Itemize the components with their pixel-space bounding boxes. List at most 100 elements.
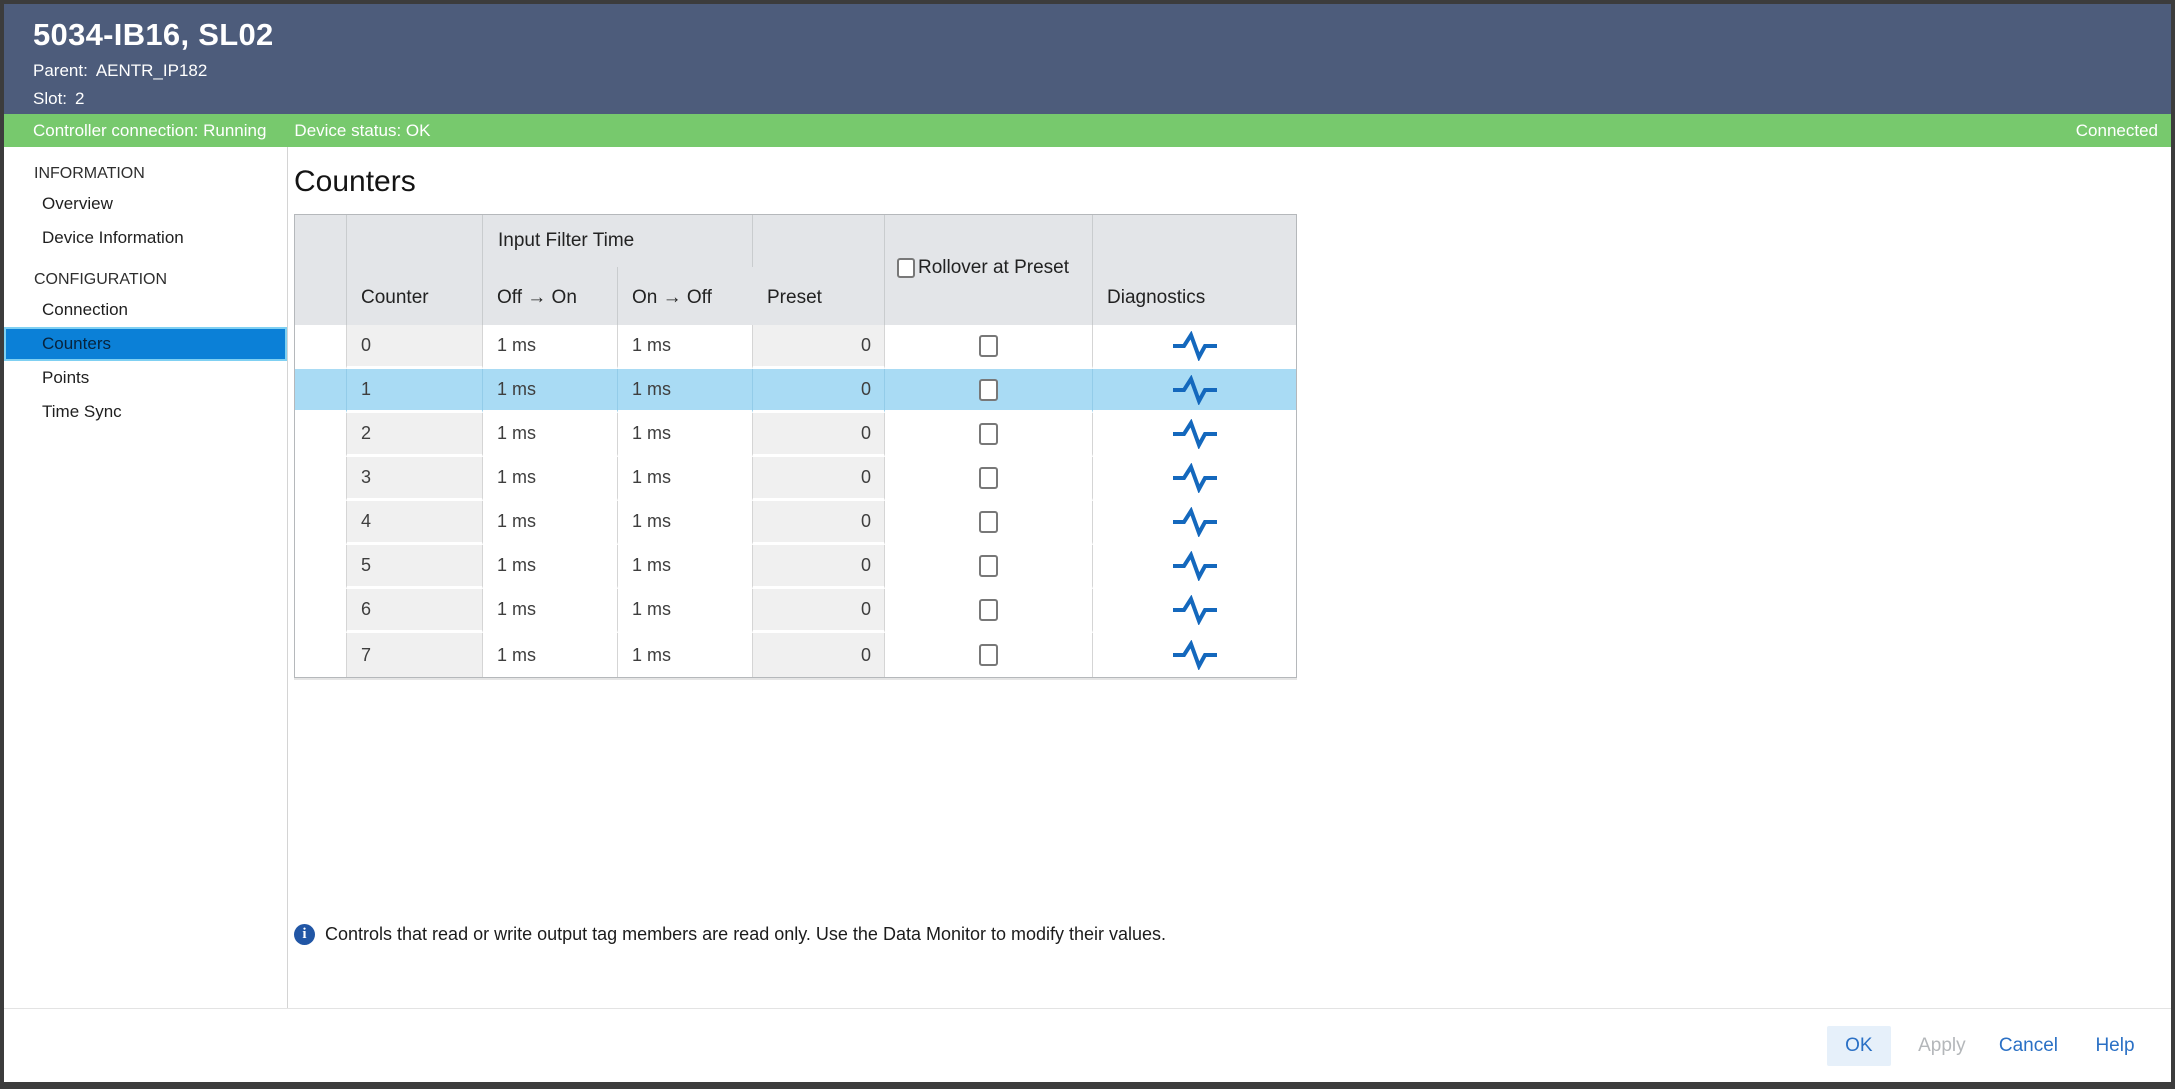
preset-cell[interactable]: 0 — [753, 325, 885, 369]
off-on-cell[interactable]: 1 ms — [483, 633, 618, 677]
off-on-cell[interactable]: 1 ms — [483, 545, 618, 589]
preset-cell[interactable]: 0 — [753, 369, 885, 413]
on-off-cell[interactable]: 1 ms — [618, 589, 753, 633]
cancel-button[interactable]: Cancel — [1993, 1026, 2064, 1066]
on-off-cell[interactable]: 1 ms — [618, 325, 753, 369]
device-title: 5034-IB16, SL02 — [33, 17, 274, 52]
counters-table-header: Counter Input Filter Time Preset Rollove… — [295, 215, 1296, 325]
off-on-cell[interactable]: 1 ms — [483, 501, 618, 545]
pulse-waveform-icon[interactable] — [1171, 418, 1219, 450]
table-row[interactable]: 6 1 ms 1 ms 0 — [295, 589, 1296, 633]
counter-cell: 3 — [347, 457, 483, 501]
preset-cell[interactable]: 0 — [753, 589, 885, 633]
footer-button-bar: OK Apply Cancel Help — [4, 1008, 2171, 1082]
row-selector-cell[interactable] — [295, 589, 347, 633]
info-circle-icon: i — [294, 924, 315, 945]
table-row[interactable]: 3 1 ms 1 ms 0 — [295, 457, 1296, 501]
rollover-cell — [885, 413, 1093, 457]
read-only-note: i Controls that read or write output tag… — [294, 924, 1166, 945]
counter-cell: 4 — [347, 501, 483, 545]
parent-value: AENTR_IP182 — [95, 61, 208, 80]
rollover-cell — [885, 501, 1093, 545]
rollover-checkbox[interactable] — [979, 466, 998, 489]
row-selector-cell[interactable] — [295, 545, 347, 589]
row-selector-cell[interactable] — [295, 633, 347, 677]
sidebar-item-connection[interactable]: Connection — [42, 300, 129, 319]
read-only-note-text: Controls that read or write output tag m… — [325, 924, 1167, 944]
rollover-checkbox[interactable] — [979, 422, 998, 445]
pulse-waveform-icon[interactable] — [1171, 550, 1219, 582]
rollover-cell — [885, 457, 1093, 501]
sidebar-item-device-information[interactable]: Device Information — [42, 228, 184, 247]
row-selector-cell[interactable] — [295, 369, 347, 413]
table-row[interactable]: 2 1 ms 1 ms 0 — [295, 413, 1296, 457]
preset-cell[interactable]: 0 — [753, 501, 885, 545]
table-row[interactable]: 1 1 ms 1 ms 0 — [295, 369, 1296, 413]
counter-cell: 7 — [347, 633, 483, 677]
ok-button[interactable]: OK — [1826, 1025, 1891, 1066]
help-button[interactable]: Help — [2080, 1026, 2150, 1066]
preset-cell[interactable]: 0 — [753, 413, 885, 457]
sidebar-item-counters[interactable]: Counters — [4, 327, 287, 361]
apply-button[interactable]: Apply — [1907, 1026, 1977, 1066]
off-on-cell[interactable]: 1 ms — [483, 457, 618, 501]
on-off-column-header: On → Off — [618, 267, 753, 325]
counter-cell: 5 — [347, 545, 483, 589]
table-row[interactable]: 5 1 ms 1 ms 0 — [295, 545, 1296, 589]
counter-cell: 0 — [347, 325, 483, 369]
rollover-checkbox[interactable] — [979, 378, 998, 401]
preset-cell[interactable]: 0 — [753, 633, 885, 677]
off-on-cell[interactable]: 1 ms — [483, 325, 618, 369]
parent-label: Parent: — [33, 61, 88, 80]
pulse-waveform-icon[interactable] — [1171, 594, 1219, 626]
counter-cell: 2 — [347, 413, 483, 457]
off-on-cell[interactable]: 1 ms — [483, 369, 618, 413]
row-selector-cell[interactable] — [295, 501, 347, 545]
diagnostics-cell — [1093, 325, 1296, 369]
preset-cell[interactable]: 0 — [753, 457, 885, 501]
rollover-cell — [885, 589, 1093, 633]
rollover-cell — [885, 633, 1093, 677]
pulse-waveform-icon[interactable] — [1171, 330, 1219, 362]
on-off-cell[interactable]: 1 ms — [618, 545, 753, 589]
pulse-waveform-icon[interactable] — [1171, 639, 1219, 671]
input-filter-time-group-header: Input Filter Time — [483, 215, 753, 267]
pulse-waveform-icon[interactable] — [1171, 506, 1219, 538]
diagnostics-cell — [1093, 633, 1296, 677]
table-row[interactable]: 7 1 ms 1 ms 0 — [295, 633, 1296, 677]
diagnostics-cell — [1093, 501, 1296, 545]
on-off-cell[interactable]: 1 ms — [618, 457, 753, 501]
rollover-header-checkbox[interactable] — [897, 257, 915, 278]
status-bar: Controller connection: Running Device st… — [4, 114, 2171, 147]
off-on-cell[interactable]: 1 ms — [483, 413, 618, 457]
rollover-column-header: Rollover at Preset — [885, 215, 1093, 325]
rollover-checkbox[interactable] — [979, 644, 998, 667]
pulse-waveform-icon[interactable] — [1171, 462, 1219, 494]
rollover-checkbox[interactable] — [979, 510, 998, 533]
titlebar: 5034-IB16, SL02 Parent: AENTR_IP182 Slot:… — [4, 4, 2171, 114]
row-selector-cell[interactable] — [295, 457, 347, 501]
rollover-checkbox[interactable] — [979, 554, 998, 577]
on-off-cell[interactable]: 1 ms — [618, 633, 753, 677]
row-selector-cell[interactable] — [295, 413, 347, 457]
rollover-checkbox[interactable] — [979, 334, 998, 357]
diagnostics-cell — [1093, 545, 1296, 589]
diagnostics-cell — [1093, 457, 1296, 501]
on-off-cell[interactable]: 1 ms — [618, 501, 753, 545]
controller-connection-status: Controller connection: Running — [33, 120, 267, 140]
on-off-cell[interactable]: 1 ms — [618, 413, 753, 457]
on-off-cell[interactable]: 1 ms — [618, 369, 753, 413]
counter-cell: 6 — [347, 589, 483, 633]
off-on-cell[interactable]: 1 ms — [483, 589, 618, 633]
counters-table: Counter Input Filter Time Preset Rollove… — [294, 214, 1297, 678]
rollover-checkbox[interactable] — [979, 598, 998, 621]
sidebar-item-points[interactable]: Points — [42, 368, 90, 387]
table-row[interactable]: 4 1 ms 1 ms 0 — [295, 501, 1296, 545]
sidebar-item-time-sync[interactable]: Time Sync — [42, 402, 122, 421]
pulse-waveform-icon[interactable] — [1171, 374, 1219, 406]
row-selector-cell[interactable] — [295, 325, 347, 369]
sidebar-item-overview[interactable]: Overview — [42, 194, 113, 213]
preset-cell[interactable]: 0 — [753, 545, 885, 589]
table-row[interactable]: 0 1 ms 1 ms 0 — [295, 325, 1296, 369]
